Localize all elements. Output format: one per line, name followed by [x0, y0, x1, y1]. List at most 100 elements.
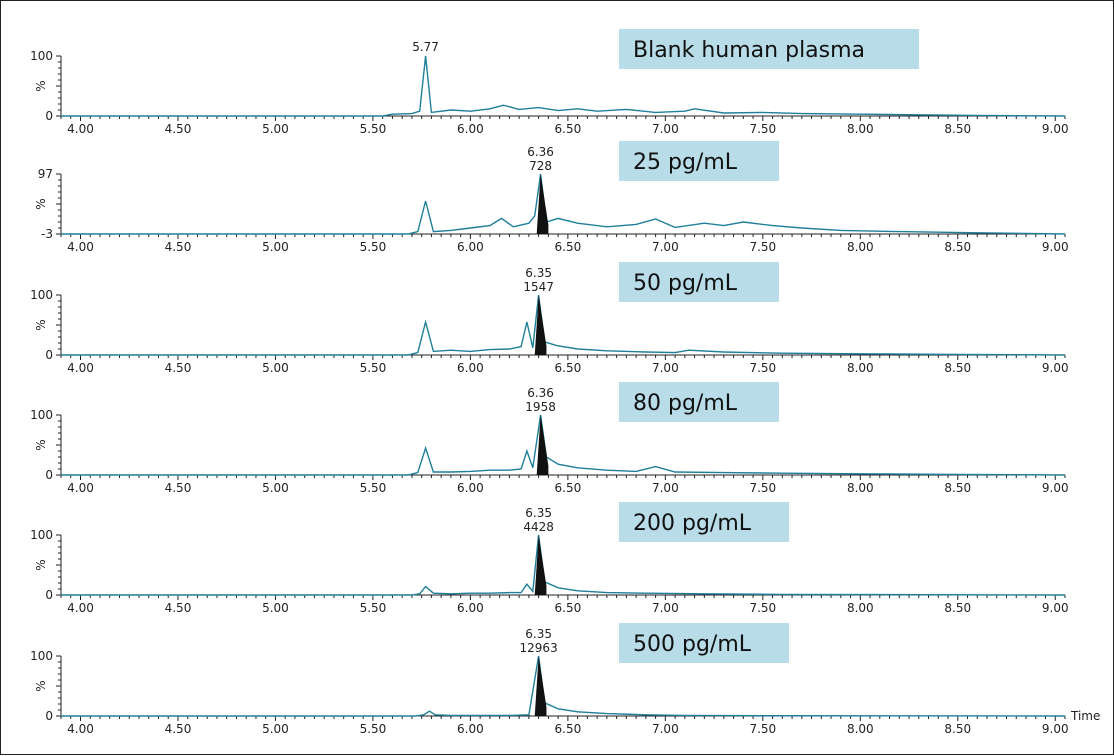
- peak-retention-time: 6.35: [525, 266, 552, 280]
- x-tick-label: 8.50: [944, 361, 971, 375]
- x-tick-label: 4.00: [67, 240, 94, 254]
- y-unit-label: %: [34, 439, 48, 450]
- x-tick-label: 4.50: [165, 122, 192, 136]
- x-tick-label: 4.50: [165, 601, 192, 615]
- sample-label-background: [619, 29, 919, 69]
- x-tick-label: 5.50: [360, 722, 387, 736]
- x-tick-label: 6.00: [457, 122, 484, 136]
- integrated-peak-area: [534, 535, 547, 595]
- x-tick-label: 7.50: [749, 240, 776, 254]
- x-tick-label: 6.00: [457, 601, 484, 615]
- sample-label-background: [619, 382, 779, 422]
- x-tick-label: 4.00: [67, 481, 94, 495]
- integrated-peak-area: [536, 174, 549, 234]
- x-tick-label: 5.50: [360, 601, 387, 615]
- x-tick-label: 8.00: [847, 722, 874, 736]
- sample-label-box: 80 pg/mL: [619, 382, 779, 422]
- x-tick-label: 6.00: [457, 361, 484, 375]
- chromatogram-trace: [61, 655, 1066, 717]
- sample-label-background: [619, 623, 789, 663]
- x-tick-label: 8.50: [944, 481, 971, 495]
- x-tick-label: 7.50: [749, 481, 776, 495]
- x-tick-label: 6.00: [457, 481, 484, 495]
- x-tick-label: 8.00: [847, 122, 874, 136]
- x-tick-label: 4.00: [67, 361, 94, 375]
- x-tick-label: 4.00: [67, 722, 94, 736]
- chromatogram-panel: 80 pg/mL 100 0% 4.00 4.50 5.00 5.50 6.00 6.50 7.0…: [30, 382, 1069, 495]
- chromatogram-panel: 500 pg/mL 100 0% 4.00 4.50 5.00 5.50 6.00 6.50 7.…: [30, 623, 1100, 736]
- x-tick-label: 7.00: [652, 601, 679, 615]
- integrated-peak-area: [536, 415, 549, 475]
- y-bottom-label: 0: [45, 348, 53, 362]
- x-tick-label: 8.00: [847, 240, 874, 254]
- x-tick-label: 6.50: [555, 122, 582, 136]
- x-tick-label: 8.50: [944, 601, 971, 615]
- y-unit-label: %: [34, 319, 48, 330]
- sample-label-box: 200 pg/mL: [619, 502, 789, 542]
- x-tick-label: 5.00: [262, 722, 289, 736]
- peak-retention-time: 6.36: [527, 145, 554, 159]
- y-top-label: 100: [30, 288, 53, 302]
- sample-label-background: [619, 502, 789, 542]
- x-tick-label: 8.50: [944, 722, 971, 736]
- peak-retention-time: 6.36: [527, 386, 554, 400]
- x-tick-label: 9.00: [1042, 240, 1069, 254]
- sample-label: 50 pg/mL: [633, 271, 738, 296]
- x-tick-label: 7.50: [749, 122, 776, 136]
- x-tick-label: 6.50: [555, 601, 582, 615]
- x-tick-label: 6.00: [457, 240, 484, 254]
- peak-retention-time: 6.35: [525, 627, 552, 641]
- sample-label-background: [619, 141, 779, 181]
- peak-area: 1547: [523, 280, 554, 294]
- x-tick-label: 7.00: [652, 481, 679, 495]
- x-tick-label: 6.00: [457, 722, 484, 736]
- x-tick-label: 4.00: [67, 122, 94, 136]
- y-top-label: 100: [30, 528, 53, 542]
- x-tick-label: 5.50: [360, 122, 387, 136]
- y-top-label: 100: [30, 49, 53, 63]
- x-tick-label: 6.50: [555, 240, 582, 254]
- sample-label: 500 pg/mL: [633, 632, 752, 657]
- sample-label: 25 pg/mL: [633, 150, 738, 175]
- x-tick-label: 5.00: [262, 481, 289, 495]
- x-tick-label: 7.00: [652, 361, 679, 375]
- chromatogram-panel: 25 pg/mL 97 -3% 4.00 4.50 5.00 5.50 6.00 6.50 7.0…: [34, 141, 1069, 254]
- chromatogram-trace: [61, 173, 1066, 235]
- y-top-label: 100: [30, 649, 53, 663]
- x-tick-label: 5.00: [262, 240, 289, 254]
- x-tick-label: 6.50: [555, 481, 582, 495]
- chromatogram-panel: Blank human plasma 100 0% 4.00 4.50 5.00 5.50 6…: [30, 29, 1069, 136]
- x-tick-label: 9.00: [1042, 122, 1069, 136]
- x-tick-label: 9.00: [1042, 481, 1069, 495]
- sample-label: 200 pg/mL: [633, 511, 752, 536]
- x-tick-label: 9.00: [1042, 722, 1069, 736]
- x-tick-label: 5.00: [262, 122, 289, 136]
- x-tick-label: 7.50: [749, 601, 776, 615]
- x-tick-label: 8.50: [944, 122, 971, 136]
- chromatogram-panel: 50 pg/mL 100 0% 4.00 4.50 5.00 5.50 6.00 6.50 7.0…: [30, 262, 1069, 375]
- y-bottom-label: 0: [45, 468, 53, 482]
- peak-retention-time: 6.35: [525, 506, 552, 520]
- y-top-label: 97: [38, 167, 53, 181]
- peak-area: 12963: [520, 641, 558, 655]
- x-tick-label: 5.50: [360, 361, 387, 375]
- x-axis-label: Time: [1070, 709, 1100, 723]
- peak-area: 728: [529, 159, 552, 173]
- sample-label-box: 50 pg/mL: [619, 262, 779, 302]
- x-tick-label: 4.50: [165, 240, 192, 254]
- y-bottom-label: 0: [45, 709, 53, 723]
- peak-area: 4428: [523, 520, 554, 534]
- x-tick-label: 6.50: [555, 361, 582, 375]
- integrated-peak-area: [534, 295, 547, 355]
- x-tick-label: 8.00: [847, 601, 874, 615]
- x-tick-label: 8.50: [944, 240, 971, 254]
- x-tick-label: 5.50: [360, 481, 387, 495]
- x-tick-label: 8.00: [847, 361, 874, 375]
- x-tick-label: 7.50: [749, 722, 776, 736]
- x-tick-label: 4.50: [165, 481, 192, 495]
- x-tick-label: 4.50: [165, 722, 192, 736]
- sample-label: Blank human plasma: [633, 38, 865, 63]
- sample-label: 80 pg/mL: [633, 391, 738, 416]
- y-unit-label: %: [34, 680, 48, 691]
